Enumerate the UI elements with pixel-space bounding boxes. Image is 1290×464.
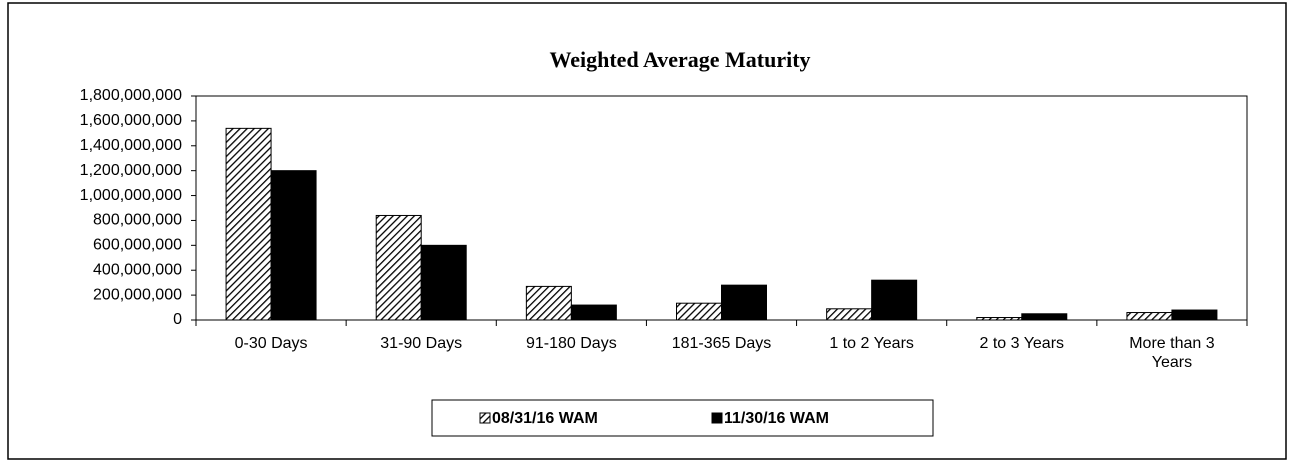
y-tick-label: 200,000,000 <box>93 286 182 303</box>
bar <box>1171 309 1218 321</box>
bar <box>375 214 422 321</box>
bar <box>1126 312 1173 321</box>
x-tick-label: 2 to 3 Years <box>979 335 1065 352</box>
y-tick-label: 600,000,000 <box>93 237 182 254</box>
bar <box>976 317 1023 321</box>
y-tick-label: 400,000,000 <box>93 261 182 278</box>
y-tick-label: 0 <box>173 311 182 328</box>
x-tick-label: 1 to 2 Years <box>829 335 914 352</box>
bar <box>570 304 617 321</box>
legend-box <box>431 399 934 437</box>
chart-title: Weighted Average Maturity <box>549 47 810 72</box>
x-tick-label: More than 3 Years <box>1129 335 1215 371</box>
legend-swatch <box>711 412 723 424</box>
y-tick-label: 800,000,000 <box>93 212 182 229</box>
legend-label: 08/31/16 WAM <box>492 410 598 427</box>
y-tick-label: 1,400,000,000 <box>80 137 182 154</box>
bar <box>721 284 767 321</box>
bar <box>871 279 918 321</box>
bar <box>225 127 272 321</box>
y-tick-label: 1,600,000,000 <box>80 112 182 129</box>
bar <box>270 170 317 321</box>
x-tick-label: 181-365 Days <box>671 335 772 352</box>
x-tick-label: 91-180 Days <box>525 335 617 352</box>
bar <box>1021 313 1068 321</box>
y-tick-label: 1,200,000,000 <box>80 162 182 179</box>
legend-swatch <box>479 412 491 424</box>
bar <box>420 244 467 321</box>
chart-frame <box>7 2 1287 460</box>
bar <box>826 308 873 321</box>
y-tick-label: 1,800,000,000 <box>80 87 182 104</box>
bar <box>525 285 572 321</box>
bar <box>676 302 722 321</box>
x-tick-label: 31-90 Days <box>380 335 463 352</box>
y-tick-label: 1,000,000,000 <box>80 187 182 204</box>
x-tick-label: 0-30 Days <box>234 335 308 352</box>
legend-label: 11/30/16 WAM <box>724 410 829 427</box>
